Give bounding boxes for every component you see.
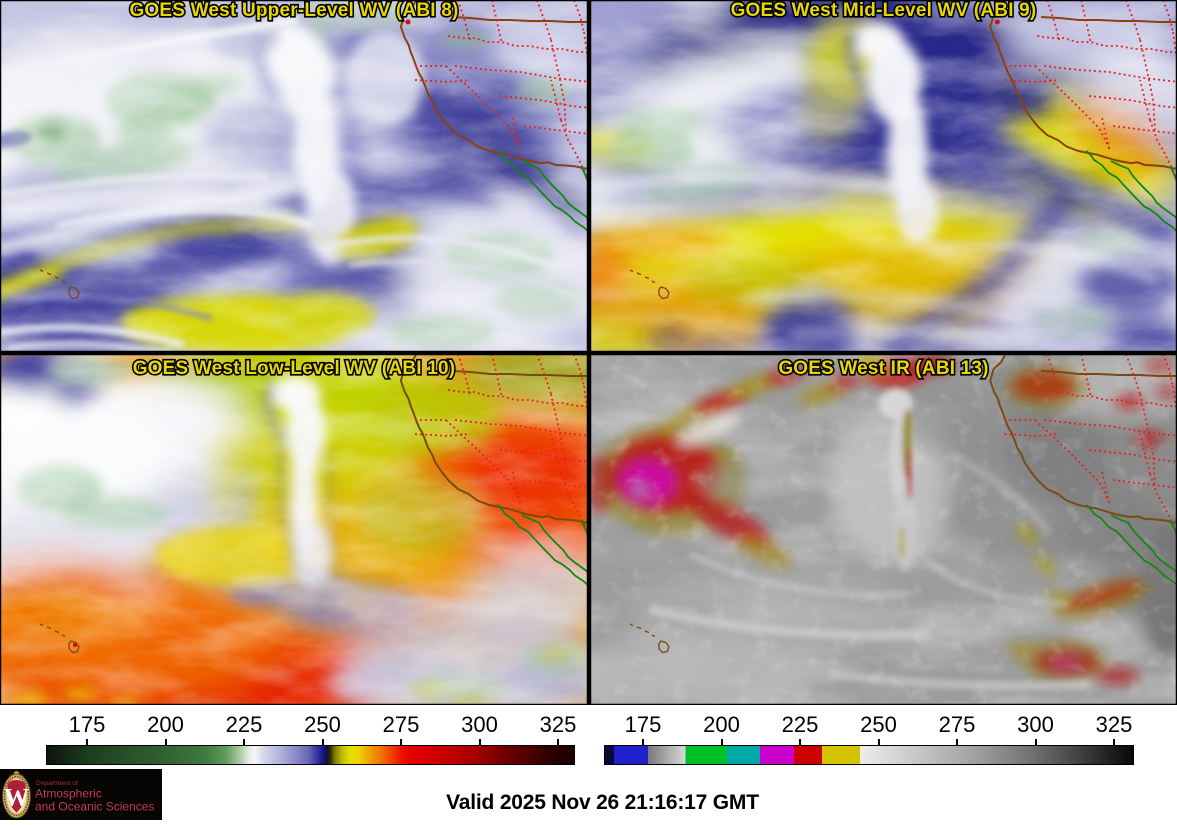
svg-text:GOES West IR (ABI 13): GOES West IR (ABI 13) (778, 358, 988, 379)
svg-text:Department of: Department of (36, 780, 78, 787)
svg-text:GOES West Low-Level WV (ABI 10: GOES West Low-Level WV (ABI 10) (133, 358, 456, 379)
svg-text:Atmospheric: Atmospheric (35, 787, 102, 801)
svg-text:and Oceanic Sciences: and Oceanic Sciences (35, 800, 154, 814)
svg-text:GOES West Mid-Level WV (ABI 9): GOES West Mid-Level WV (ABI 9) (731, 0, 1037, 21)
svg-text:GOES West Upper-Level WV (ABI: GOES West Upper-Level WV (ABI 8) (129, 0, 458, 21)
svg-text:W: W (4, 785, 29, 812)
